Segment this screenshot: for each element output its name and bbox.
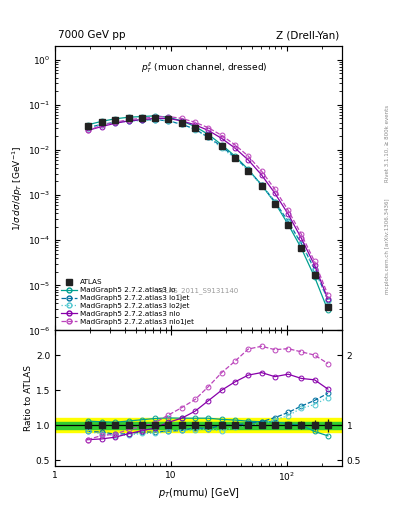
Bar xyxy=(55,422,342,429)
Text: mcplots.cern.ch [arXiv:1306.3436]: mcplots.cern.ch [arXiv:1306.3436] xyxy=(385,198,390,293)
Text: Rivet 3.1.10, ≥ 800k events: Rivet 3.1.10, ≥ 800k events xyxy=(385,105,390,182)
Text: $p_T^{ll}$ (muon channel, dressed): $p_T^{ll}$ (muon channel, dressed) xyxy=(141,60,267,75)
Text: Z (Drell-Yan): Z (Drell-Yan) xyxy=(276,30,339,40)
Text: ATLAS_2011_S9131140: ATLAS_2011_S9131140 xyxy=(157,287,240,293)
Text: 7000 GeV pp: 7000 GeV pp xyxy=(58,30,125,40)
Bar xyxy=(55,418,342,432)
X-axis label: $p_T$(mumu) [GeV]: $p_T$(mumu) [GeV] xyxy=(158,486,239,500)
Legend: ATLAS, MadGraph5 2.7.2.atlas3 lo, MadGraph5 2.7.2.atlas3 lo1jet, MadGraph5 2.7.2: ATLAS, MadGraph5 2.7.2.atlas3 lo, MadGra… xyxy=(59,277,196,327)
Y-axis label: Ratio to ATLAS: Ratio to ATLAS xyxy=(24,365,33,431)
Y-axis label: $1/\sigma\,d\sigma/dp_T$ [GeV$^{-1}$]: $1/\sigma\,d\sigma/dp_T$ [GeV$^{-1}$] xyxy=(11,145,25,231)
